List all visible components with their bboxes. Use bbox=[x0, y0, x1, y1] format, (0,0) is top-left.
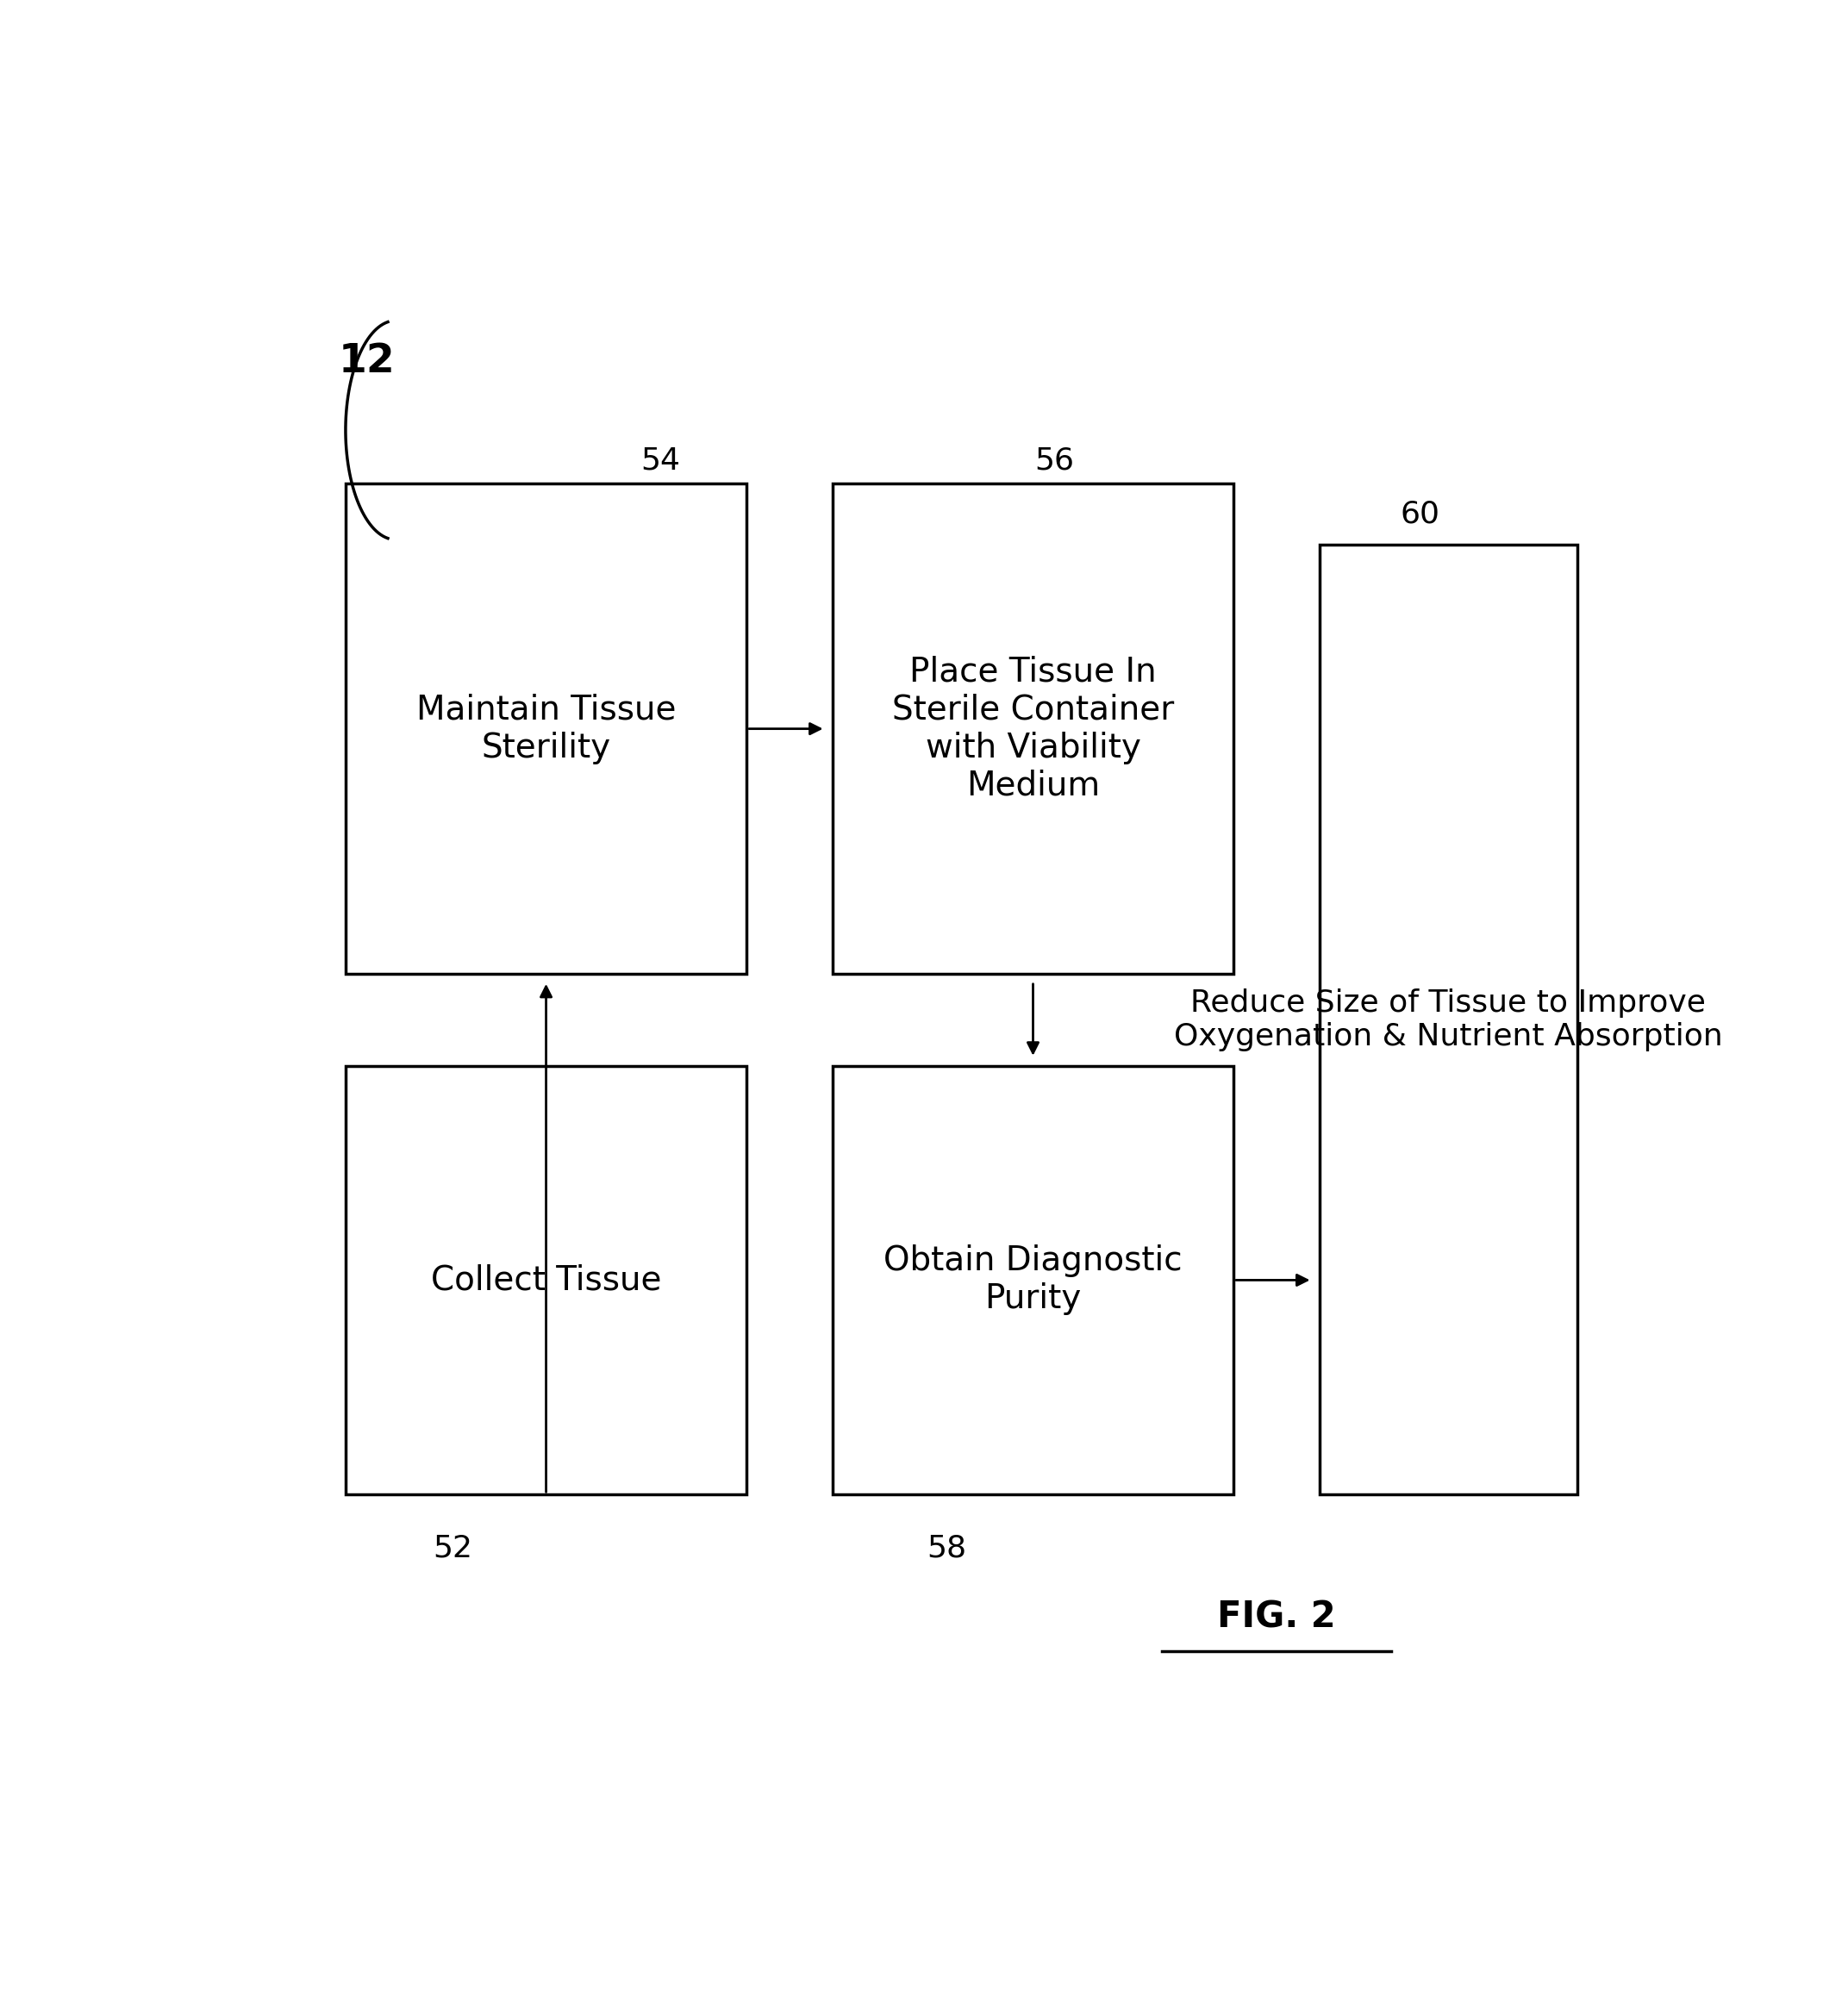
Text: 60: 60 bbox=[1401, 499, 1440, 529]
FancyBboxPatch shape bbox=[346, 1066, 747, 1494]
FancyBboxPatch shape bbox=[832, 483, 1234, 975]
Text: 54: 54 bbox=[641, 446, 680, 475]
Text: Maintain Tissue
Sterility: Maintain Tissue Sterility bbox=[416, 694, 676, 764]
Text: 58: 58 bbox=[928, 1534, 967, 1563]
Text: Reduce Size of Tissue to Improve
Oxygenation & Nutrient Absorption: Reduce Size of Tissue to Improve Oxygena… bbox=[1173, 989, 1722, 1052]
Text: 56: 56 bbox=[1035, 446, 1074, 475]
Text: Collect Tissue: Collect Tissue bbox=[431, 1263, 662, 1297]
Text: 12: 12 bbox=[338, 342, 395, 380]
Text: FIG. 2: FIG. 2 bbox=[1218, 1599, 1336, 1635]
Text: Obtain Diagnostic
Purity: Obtain Diagnostic Purity bbox=[883, 1245, 1183, 1315]
Text: Place Tissue In
Sterile Container
with Viability
Medium: Place Tissue In Sterile Container with V… bbox=[893, 656, 1173, 802]
FancyBboxPatch shape bbox=[832, 1066, 1234, 1494]
FancyBboxPatch shape bbox=[346, 483, 747, 975]
Text: 52: 52 bbox=[432, 1534, 473, 1563]
FancyBboxPatch shape bbox=[1319, 545, 1578, 1494]
